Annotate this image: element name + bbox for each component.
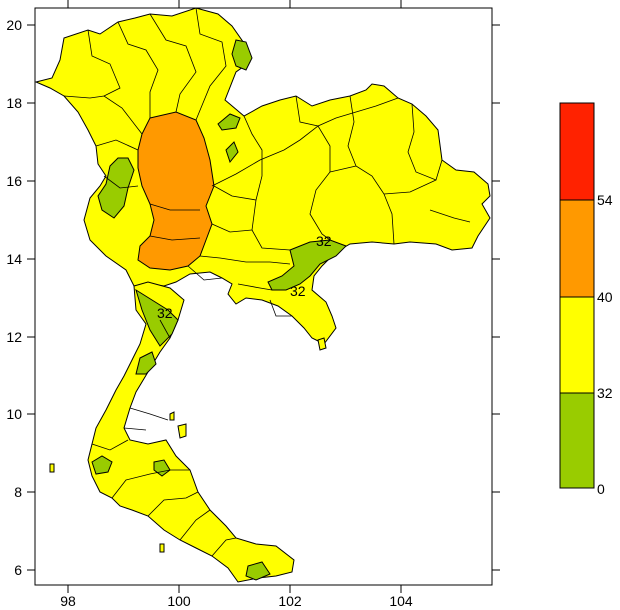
colorbar-band-2 [559, 199, 595, 298]
islands [49, 337, 327, 553]
x-tick-label: 104 [389, 593, 413, 609]
y-tick-label: 10 [6, 406, 22, 422]
zone-green [91, 39, 347, 581]
y-tick-label: 18 [6, 95, 22, 111]
province-borders [63, 7, 471, 557]
y-tick-label: 12 [6, 329, 22, 345]
colorbar [559, 102, 595, 489]
colorbar-label: 32 [597, 385, 613, 401]
y-tick-label: 14 [6, 251, 22, 267]
colorbar-band-3 [559, 102, 595, 201]
y-tick-label: 6 [14, 562, 22, 578]
colorbar-label: 40 [597, 289, 613, 305]
colorbar-label: 54 [597, 192, 613, 208]
contour-label: 32 [157, 305, 173, 321]
contour-label: 32 [290, 283, 306, 299]
y-tick-label: 8 [14, 484, 22, 500]
x-tick-label: 98 [60, 593, 76, 609]
land-peninsula [87, 281, 295, 583]
colorbar-label: 0 [597, 481, 605, 497]
y-tick-label: 20 [6, 17, 22, 33]
colorbar-band-0 [559, 392, 595, 489]
x-tick-label: 100 [167, 593, 191, 609]
axis-ticks [27, 0, 500, 593]
y-tick-label: 16 [6, 173, 22, 189]
contour-label: 32 [316, 233, 332, 249]
x-tick-label: 102 [278, 593, 302, 609]
zone-orange [137, 111, 215, 271]
colorbar-band-1 [559, 296, 595, 394]
